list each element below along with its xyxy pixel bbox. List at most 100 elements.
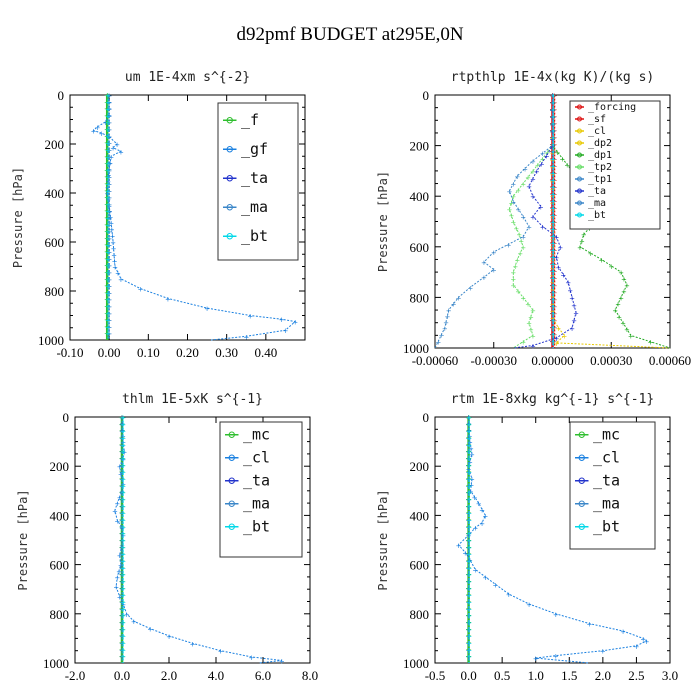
data-marker: + <box>120 476 126 484</box>
data-marker: + <box>106 289 112 297</box>
data-marker: + <box>446 307 452 315</box>
data-marker: + <box>119 564 125 572</box>
legend-entry: _sf <box>588 114 606 125</box>
data-marker: + <box>581 231 587 239</box>
legend-marker <box>226 233 233 240</box>
data-marker: + <box>534 168 540 176</box>
data-marker: + <box>599 256 605 264</box>
data-marker: + <box>550 143 556 151</box>
data-marker: + <box>530 193 536 201</box>
data-marker: + <box>106 133 112 141</box>
data-marker: + <box>106 296 112 304</box>
data-marker: + <box>106 215 112 223</box>
x-tick-label: 0.00 <box>98 345 121 360</box>
y-axis-label: Pressure [hPa] <box>376 489 390 590</box>
data-marker: + <box>552 211 558 219</box>
data-marker: + <box>516 231 522 239</box>
data-marker: + <box>119 653 125 661</box>
data-marker: + <box>466 612 472 620</box>
legend-entry: _ma <box>243 494 270 512</box>
data-marker: + <box>106 317 112 325</box>
data-marker: + <box>466 517 472 525</box>
data-marker: + <box>106 283 112 291</box>
data-marker: + <box>119 605 125 613</box>
data-marker: + <box>106 167 112 175</box>
data-marker: + <box>571 317 577 325</box>
data-marker: + <box>538 203 544 211</box>
data-marker: + <box>119 462 125 470</box>
data-marker: + <box>618 294 624 302</box>
data-marker: + <box>119 537 125 545</box>
data-marker: + <box>466 441 472 449</box>
data-marker: + <box>106 112 112 120</box>
data-marker: + <box>466 633 472 641</box>
data-marker: + <box>114 574 120 582</box>
data-marker: + <box>552 106 558 114</box>
data-marker: + <box>551 92 557 100</box>
data-marker: + <box>550 171 556 179</box>
data-marker: + <box>552 113 558 121</box>
data-marker: + <box>466 476 472 484</box>
data-marker: + <box>552 233 558 241</box>
data-marker: + <box>106 174 112 182</box>
data-marker: + <box>118 276 124 284</box>
x-tick-label: 2.5 <box>628 668 644 683</box>
data-marker: + <box>120 646 126 654</box>
legend-entry: _mc <box>593 425 620 443</box>
data-marker: + <box>119 414 125 422</box>
data-marker: + <box>106 119 112 127</box>
data-marker: + <box>119 592 125 600</box>
legend-marker <box>228 431 235 438</box>
x-tick-label: -0.00060 <box>412 353 459 368</box>
data-marker: + <box>106 160 112 168</box>
data-marker: + <box>106 140 112 148</box>
y-tick-label: 200 <box>50 459 70 474</box>
data-marker: + <box>112 257 118 265</box>
data-marker: + <box>120 619 126 627</box>
data-marker: + <box>526 224 532 232</box>
data-marker: + <box>469 451 475 459</box>
data-marker: + <box>551 219 557 227</box>
data-marker: + <box>120 605 126 613</box>
data-marker: + <box>105 215 111 223</box>
data-marker: + <box>513 225 519 233</box>
data-marker: + <box>550 162 556 170</box>
data-marker: + <box>466 646 472 654</box>
y-tick-label: 400 <box>410 508 430 523</box>
data-marker: + <box>106 330 112 338</box>
data-marker: + <box>119 455 125 463</box>
x-tick-label: 8.0 <box>302 668 318 683</box>
data-marker: + <box>550 261 556 269</box>
data-marker: + <box>465 468 472 477</box>
data-marker: + <box>530 175 536 183</box>
data-marker: + <box>116 568 122 576</box>
data-marker: + <box>633 643 639 651</box>
data-marker: + <box>104 118 111 127</box>
data-marker: + <box>551 211 557 219</box>
data-marker: + <box>530 158 536 166</box>
legend-marker <box>578 454 585 461</box>
data-marker: + <box>120 435 126 443</box>
legend-marker <box>577 188 582 194</box>
data-marker: + <box>119 605 125 613</box>
legend-marker <box>228 454 235 461</box>
data-marker: + <box>105 174 111 182</box>
y-axis-label: Pressure [hPa] <box>376 171 390 272</box>
data-marker: + <box>552 183 558 191</box>
data-marker: + <box>552 268 558 276</box>
x-tick-label: 4.0 <box>208 668 224 683</box>
data-marker: + <box>467 439 473 447</box>
data-marker: + <box>120 585 126 593</box>
data-marker: + <box>550 272 556 280</box>
data-marker: + <box>528 326 534 334</box>
data-marker: + <box>551 127 557 135</box>
data-marker: + <box>466 448 472 456</box>
data-marker: + <box>106 221 112 229</box>
data-marker: + <box>628 332 634 340</box>
data-marker: + <box>466 571 472 579</box>
data-marker: + <box>466 619 472 627</box>
data-marker: + <box>466 414 472 422</box>
data-marker: + <box>506 591 512 599</box>
y-tick-label: 800 <box>50 607 70 622</box>
data-marker: + <box>119 461 126 470</box>
